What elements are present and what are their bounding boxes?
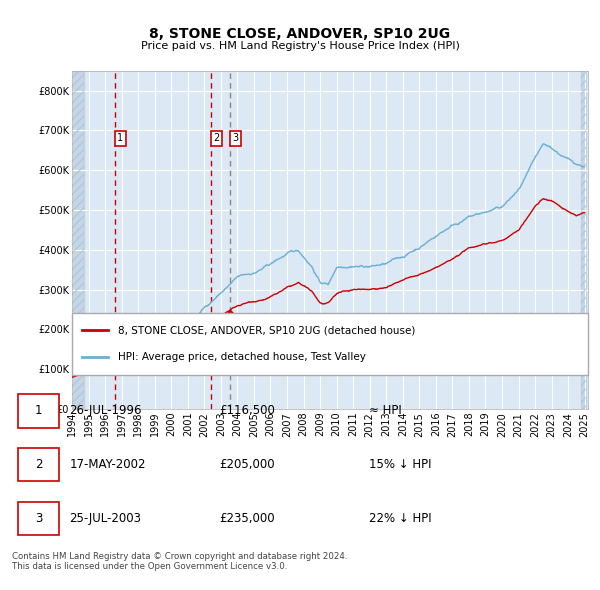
- Text: 15% ↓ HPI: 15% ↓ HPI: [369, 458, 431, 471]
- Text: £116,500: £116,500: [220, 404, 275, 417]
- Text: 3: 3: [233, 133, 239, 143]
- FancyBboxPatch shape: [18, 502, 59, 535]
- FancyBboxPatch shape: [72, 313, 588, 375]
- Bar: [581, 71, 586, 409]
- FancyBboxPatch shape: [18, 448, 59, 481]
- Text: Price paid vs. HM Land Registry's House Price Index (HPI): Price paid vs. HM Land Registry's House …: [140, 41, 460, 51]
- Text: 26-JUL-1996: 26-JUL-1996: [70, 404, 142, 417]
- Text: 3: 3: [35, 512, 42, 525]
- Text: 1: 1: [35, 404, 42, 417]
- Text: ≈ HPI: ≈ HPI: [369, 404, 402, 417]
- Text: 2: 2: [213, 133, 220, 143]
- Bar: [72, 71, 83, 409]
- Text: 1: 1: [117, 133, 123, 143]
- Text: 2: 2: [35, 458, 42, 471]
- Text: Contains HM Land Registry data © Crown copyright and database right 2024.
This d: Contains HM Land Registry data © Crown c…: [12, 552, 347, 571]
- Text: 22% ↓ HPI: 22% ↓ HPI: [369, 512, 432, 525]
- Text: HPI: Average price, detached house, Test Valley: HPI: Average price, detached house, Test…: [118, 352, 367, 362]
- Text: £205,000: £205,000: [220, 458, 275, 471]
- Text: 8, STONE CLOSE, ANDOVER, SP10 2UG: 8, STONE CLOSE, ANDOVER, SP10 2UG: [149, 27, 451, 41]
- Text: 25-JUL-2003: 25-JUL-2003: [70, 512, 142, 525]
- Bar: [581, 71, 586, 409]
- Bar: [72, 71, 83, 409]
- Text: 8, STONE CLOSE, ANDOVER, SP10 2UG (detached house): 8, STONE CLOSE, ANDOVER, SP10 2UG (detac…: [118, 325, 416, 335]
- Text: £235,000: £235,000: [220, 512, 275, 525]
- FancyBboxPatch shape: [18, 394, 59, 428]
- Text: 17-MAY-2002: 17-MAY-2002: [70, 458, 146, 471]
